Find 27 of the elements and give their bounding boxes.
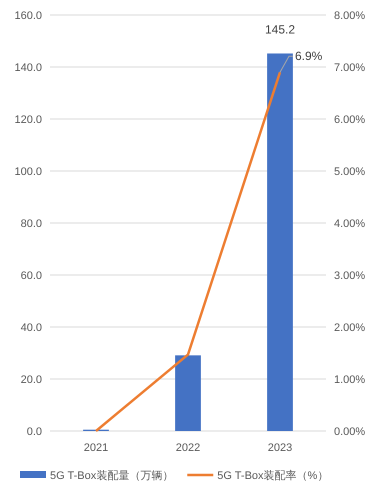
x-tick-label: 2022	[176, 442, 200, 454]
y-tick-label: 160.0	[14, 10, 42, 22]
data-label: 6.9%	[295, 49, 323, 64]
y-tick-label: 40.0	[20, 322, 42, 334]
y2-tick-label: 5.00%	[334, 166, 366, 178]
data-label: 145.2	[264, 22, 296, 36]
y2-tick-label: 3.00%	[334, 270, 366, 282]
legend-label: 5G T-Box装配率（%）	[217, 469, 328, 482]
bar	[267, 53, 293, 431]
bar	[175, 355, 201, 431]
y2-tick-label: 2.00%	[334, 322, 366, 334]
x-tick-label: 2021	[84, 442, 108, 454]
x-tick-label: 2023	[268, 442, 292, 454]
y-tick-label: 60.0	[20, 270, 42, 282]
y-tick-label: 0.0	[26, 426, 42, 438]
y2-tick-label: 0.00%	[334, 426, 366, 438]
y-tick-label: 100.0	[14, 166, 42, 178]
y-tick-label: 20.0	[20, 374, 42, 386]
legend-label: 5G T-Box装配量（万辆）	[50, 469, 174, 482]
y-tick-label: 80.0	[20, 218, 42, 230]
y-tick-label: 140.0	[14, 62, 42, 74]
y2-tick-label: 6.00%	[334, 114, 366, 126]
y2-tick-label: 4.00%	[334, 218, 366, 230]
y2-tick-label: 7.00%	[334, 62, 366, 74]
y-tick-label: 120.0	[14, 114, 42, 126]
y2-tick-label: 1.00%	[334, 374, 366, 386]
y2-tick-label: 8.00%	[334, 10, 366, 22]
